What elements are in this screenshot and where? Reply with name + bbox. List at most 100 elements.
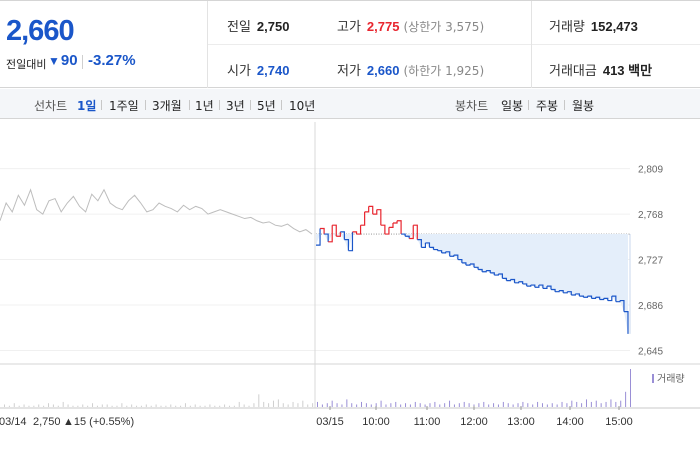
toolbar-separator [250, 100, 251, 110]
price-box: 2,660 전일대비 ▼90 -3.27% [0, 1, 208, 88]
volume-bar [67, 404, 69, 407]
change-label: 전일대비 [6, 58, 47, 71]
prev-close-value: 2,750 [256, 19, 290, 34]
period-1y[interactable]: 1년 [195, 99, 214, 113]
down-segment [498, 273, 503, 279]
volume-bar [615, 401, 617, 407]
volume-bar [478, 403, 480, 407]
down-segment [599, 298, 605, 301]
price-chart[interactable]: 2,809 2,768 2,727 2,686 2,645 거래량 03/15 10:00… [0, 120, 700, 450]
prev-close: 전일 2,750 [227, 16, 289, 35]
volume-bar [463, 401, 465, 407]
volume-bar [131, 404, 133, 407]
volume-bar [126, 405, 128, 407]
down-segment [530, 284, 536, 288]
volume-bar [385, 404, 387, 407]
up-segment [413, 224, 418, 240]
volume-bar [224, 404, 226, 407]
volume-bar [351, 403, 353, 407]
down-segment [522, 283, 528, 287]
volume-bar [233, 405, 235, 407]
volume-bar [390, 403, 392, 407]
x-tick-label: 14:00 [556, 416, 584, 428]
down-fill-area [316, 234, 631, 334]
summary-col-divider [531, 1, 532, 88]
open-value: 2,740 [256, 63, 290, 78]
volume-bar [336, 403, 338, 407]
down-segment [348, 231, 354, 252]
down-segment [587, 295, 593, 299]
down-segment [514, 281, 520, 284]
period-10y[interactable]: 10년 [289, 99, 316, 113]
volume-bar [517, 403, 519, 407]
x-tick-label: 15:00 [605, 416, 633, 428]
volume-bar [449, 400, 451, 407]
day-high: 고가 2,775 (상한가 3,575) [337, 16, 484, 35]
down-triangle-icon: ▼ [48, 54, 60, 68]
volume-bar [28, 405, 30, 407]
volume-bar [92, 403, 94, 407]
candle-weekly[interactable]: 주봉 [536, 99, 559, 113]
down-segment [534, 285, 540, 288]
volume-bar [287, 404, 289, 407]
period-1w[interactable]: 1주일 [109, 99, 139, 113]
volume-bar [541, 403, 543, 407]
down-segment [425, 242, 431, 248]
volume-bar [346, 399, 348, 407]
volume-bar [434, 401, 436, 407]
down-segment [619, 299, 625, 312]
candle-monthly[interactable]: 월봉 [572, 99, 595, 113]
volume-bar [507, 403, 509, 407]
down-segment [437, 250, 443, 253]
candle-daily[interactable]: 일봉 [501, 99, 524, 113]
volume-bar [248, 405, 250, 407]
change-amount: 90 [60, 52, 78, 69]
toolbar-separator [564, 100, 565, 110]
lower-limit: (하한가 1,925) [403, 64, 485, 78]
up-segment [372, 209, 378, 215]
volume-bar [155, 404, 157, 407]
volume-bar [361, 401, 363, 407]
up-segment [368, 205, 374, 215]
period-3y[interactable]: 3년 [226, 99, 245, 113]
volume-bar [160, 405, 162, 407]
volume-bar [23, 404, 25, 407]
volume-bar [302, 400, 304, 407]
period-1d[interactable]: 1일 [77, 99, 97, 113]
volume-bar [111, 405, 113, 407]
open-price: 시가 2,740 [227, 60, 289, 79]
volume-bar [272, 400, 274, 407]
up-segment [336, 231, 341, 237]
down-segment [623, 311, 629, 334]
volume-bar [150, 405, 152, 407]
volume-bar [365, 403, 367, 407]
volume-legend-swatch [652, 374, 654, 383]
period-5y[interactable]: 5년 [257, 99, 276, 113]
volume-bar [189, 405, 191, 407]
volume-bar [175, 405, 177, 407]
up-segment [376, 209, 382, 226]
volume-bar [317, 401, 318, 407]
down-segment [591, 297, 597, 299]
volume-bar [522, 401, 524, 407]
down-segment [340, 231, 345, 240]
volume-bar [194, 404, 196, 407]
volume-bar [590, 401, 592, 407]
volume-bar [497, 404, 499, 407]
volume-value: 152,473 [590, 19, 638, 34]
volume-bar [38, 404, 40, 407]
quote-summary: 2,660 전일대비 ▼90 -3.27% 전일 2,750 고가 2,775 (상한… [0, 0, 700, 88]
volume-bar [502, 401, 504, 407]
volume-legend-label: 거래량 [657, 373, 685, 385]
down-segment [603, 297, 609, 301]
volume-label: 거래량 [549, 20, 585, 35]
down-segment [405, 235, 410, 239]
volume-bar [600, 403, 602, 407]
volume-bar [18, 405, 20, 407]
up-segment [352, 231, 358, 235]
down-segment [506, 279, 512, 282]
down-segment [579, 295, 585, 298]
volume-bar [82, 404, 84, 407]
period-3m[interactable]: 3개월 [152, 99, 182, 113]
price-lines [0, 188, 629, 334]
